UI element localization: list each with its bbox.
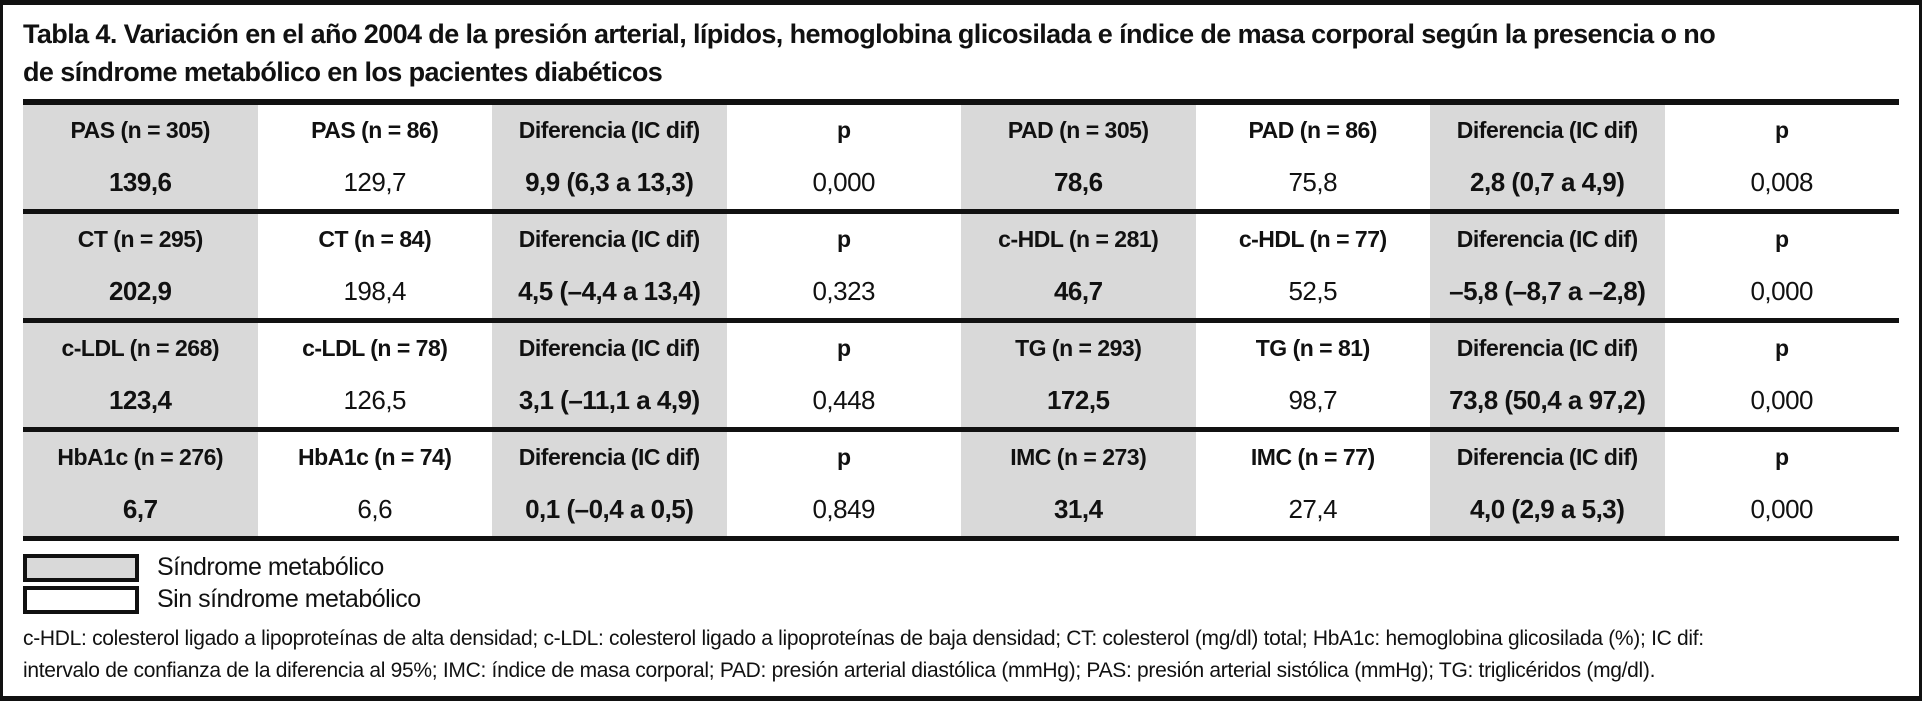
table-value-cell: 202,9 xyxy=(23,265,258,318)
table-value-cell: 126,5 xyxy=(343,385,407,416)
table-header-cell: Diferencia (IC dif) xyxy=(1430,431,1665,484)
table-value-cell: 123,4 xyxy=(23,374,258,427)
legend-swatch-shaded xyxy=(23,553,139,582)
table-row-group: PAS (n = 305) PAS (n = 86) Diferencia (I… xyxy=(23,104,1899,209)
table-header-cell: p xyxy=(836,335,851,362)
table-value-cell: –5,8 (–8,7 a –2,8) xyxy=(1430,265,1665,318)
table-value-cell: 198,4 xyxy=(343,276,407,307)
table-row-group: HbA1c (n = 276) HbA1c (n = 74) Diferenci… xyxy=(23,431,1899,536)
table-header-cell: Diferencia (IC dif) xyxy=(1430,213,1665,266)
table-value-cell: 6,6 xyxy=(357,494,393,525)
table-header-cell: c-LDL (n = 268) xyxy=(23,322,258,375)
table-header-cell: Diferencia (IC dif) xyxy=(492,213,727,266)
table-header-cell: Diferencia (IC dif) xyxy=(1430,104,1665,157)
table-row-group: c-LDL (n = 268) c-LDL (n = 78) Diferenci… xyxy=(23,322,1899,427)
table-value-cell: 172,5 xyxy=(961,374,1196,427)
footnote-line1: c-HDL: colesterol ligado a lipoproteínas… xyxy=(23,626,1704,650)
table-value-cell: 0,000 xyxy=(1750,494,1814,525)
table-header-cell: c-LDL (n = 78) xyxy=(302,335,448,362)
table-value-cell: 75,8 xyxy=(1288,167,1338,198)
table-header-cell: Diferencia (IC dif) xyxy=(1430,322,1665,375)
table-value-cell: 98,7 xyxy=(1288,385,1338,416)
table-header-cell: p xyxy=(836,117,851,144)
legend-label: Síndrome metabólico xyxy=(157,553,384,582)
table-header-cell: CT (n = 84) xyxy=(318,226,432,253)
table-header-cell: Diferencia (IC dif) xyxy=(492,431,727,484)
legend-item-no-metabolic-syndrome: Sin síndrome metabólico xyxy=(23,585,1899,615)
footnote: c-HDL: colesterol ligado a lipoproteínas… xyxy=(23,623,1899,688)
table-header-cell: TG (n = 81) xyxy=(1255,335,1370,362)
data-table: PAS (n = 305) PAS (n = 86) Diferencia (I… xyxy=(23,104,1899,541)
table-value-cell: 4,0 (2,9 a 5,3) xyxy=(1430,483,1665,536)
legend-swatch-unshaded xyxy=(23,585,139,614)
table-value-cell: 0,008 xyxy=(1750,167,1814,198)
legend-item-metabolic-syndrome: Síndrome metabólico xyxy=(23,553,1899,583)
title-rule xyxy=(23,98,1899,105)
table-value-cell: 0,1 (–0,4 a 0,5) xyxy=(492,483,727,536)
table-header-cell: Diferencia (IC dif) xyxy=(492,104,727,157)
table-header-cell: IMC (n = 273) xyxy=(961,431,1196,484)
table-header-cell: CT (n = 295) xyxy=(23,213,258,266)
row-divider-rule xyxy=(23,426,1899,432)
table-value-cell: 0,323 xyxy=(812,276,876,307)
table-header-cell: TG (n = 293) xyxy=(961,322,1196,375)
footnote-line2: intervalo de confianza de la diferencia … xyxy=(23,659,1656,683)
table-header-cell: PAD (n = 86) xyxy=(1248,117,1378,144)
table-value-cell: 0,849 xyxy=(812,494,876,525)
table-value-cell: 0,448 xyxy=(812,385,876,416)
table-header-cell: p xyxy=(1774,117,1789,144)
row-divider-rule xyxy=(23,208,1899,214)
table-title: Tabla 4. Variación en el año 2004 de la … xyxy=(23,15,1899,92)
table-value-cell: 31,4 xyxy=(961,483,1196,536)
table-header-cell: c-HDL (n = 77) xyxy=(1238,226,1387,253)
table-header-cell: HbA1c (n = 74) xyxy=(298,444,452,471)
table-value-cell: 0,000 xyxy=(1750,385,1814,416)
table-value-cell: 52,5 xyxy=(1288,276,1338,307)
table-header-cell: p xyxy=(1774,335,1789,362)
table-value-cell: 2,8 (0,7 a 4,9) xyxy=(1430,156,1665,209)
table-value-cell: 78,6 xyxy=(961,156,1196,209)
legend: Síndrome metabólico Sin síndrome metaból… xyxy=(23,553,1899,615)
row-divider-rule xyxy=(23,317,1899,323)
table-title-line1: Tabla 4. Variación en el año 2004 de la … xyxy=(23,19,1716,49)
table-value-cell: 139,6 xyxy=(23,156,258,209)
table-value-cell: 73,8 (50,4 a 97,2) xyxy=(1430,374,1665,427)
table-header-cell: c-HDL (n = 281) xyxy=(961,213,1196,266)
table-value-cell: 129,7 xyxy=(343,167,407,198)
table-value-cell: 9,9 (6,3 a 13,3) xyxy=(492,156,727,209)
table-header-cell: p xyxy=(1774,444,1789,471)
table-header-cell: PAS (n = 86) xyxy=(311,117,439,144)
table-value-cell: 27,4 xyxy=(1288,494,1338,525)
table-bottom-rule xyxy=(23,535,1899,541)
table-header-cell: HbA1c (n = 276) xyxy=(23,431,258,484)
table-header-cell: IMC (n = 77) xyxy=(1250,444,1375,471)
table-value-cell: 0,000 xyxy=(1750,276,1814,307)
table-header-cell: PAS (n = 305) xyxy=(23,104,258,157)
table-value-cell: 3,1 (–11,1 a 4,9) xyxy=(492,374,727,427)
table-value-cell: 0,000 xyxy=(812,167,876,198)
table-row-group: CT (n = 295) CT (n = 84) Diferencia (IC … xyxy=(23,213,1899,318)
table-header-cell: p xyxy=(1774,226,1789,253)
table-value-cell: 46,7 xyxy=(961,265,1196,318)
table-header-cell: p xyxy=(836,226,851,253)
table-header-cell: PAD (n = 305) xyxy=(961,104,1196,157)
table-value-cell: 6,7 xyxy=(23,483,258,536)
legend-label: Sin síndrome metabólico xyxy=(157,585,421,614)
table-title-line2: de síndrome metabólico en los pacientes … xyxy=(23,57,663,88)
table-header-cell: p xyxy=(836,444,851,471)
table-value-cell: 4,5 (–4,4 a 13,4) xyxy=(492,265,727,318)
table-header-cell: Diferencia (IC dif) xyxy=(492,322,727,375)
